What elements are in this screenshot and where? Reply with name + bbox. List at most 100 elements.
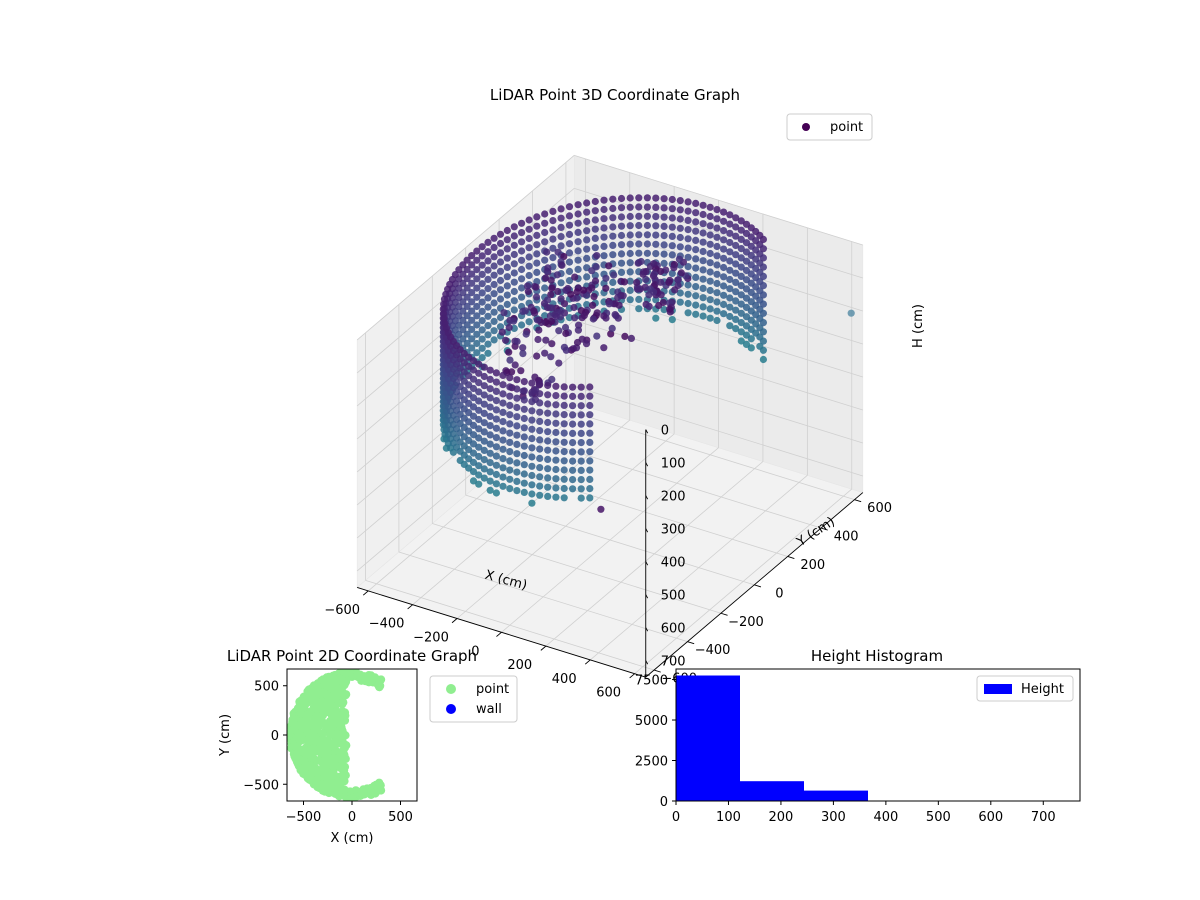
point-3d <box>699 312 707 320</box>
scatter-2d-plot: LiDAR Point 2D Coordinate Graph −500−500… <box>218 647 518 846</box>
point-3d <box>737 245 745 253</box>
point-3d <box>536 408 544 416</box>
histogram-bar <box>804 790 868 801</box>
point-3d <box>522 330 530 338</box>
point-3d <box>532 293 541 301</box>
point-3d <box>533 316 542 324</box>
point-3d <box>533 222 541 230</box>
point-3d <box>574 238 582 246</box>
point-3d <box>552 428 560 437</box>
point-3d <box>484 248 492 256</box>
point-3d <box>720 245 728 253</box>
point-3d <box>617 213 626 221</box>
point-3d <box>569 345 577 353</box>
point-3d <box>463 330 471 338</box>
point-3d <box>652 231 660 239</box>
point-3d <box>643 240 652 248</box>
point-3d <box>574 247 582 255</box>
point-3d <box>468 325 476 334</box>
point-3d <box>847 309 855 317</box>
point-3d <box>468 261 476 269</box>
point-3d <box>518 256 526 264</box>
point-3d <box>565 240 574 248</box>
point-3d <box>533 213 541 221</box>
point-3d <box>506 448 514 456</box>
point-3d <box>591 225 599 233</box>
point-3d <box>528 416 536 424</box>
point-2d <box>340 750 349 760</box>
point-3d <box>541 210 549 218</box>
point-3d <box>492 443 500 451</box>
point-3d <box>720 300 728 309</box>
point-3d <box>668 242 676 250</box>
y-tick-label-2d: −500 <box>243 778 279 793</box>
y-tick-3d <box>653 669 661 673</box>
point-2d <box>309 703 319 712</box>
point-3d <box>499 455 507 463</box>
point-3d <box>627 334 636 342</box>
point-3d <box>600 252 608 260</box>
point-3d <box>490 253 498 261</box>
point-3d <box>503 300 511 308</box>
point-3d <box>573 288 581 296</box>
point-3d <box>574 210 582 218</box>
point-3d <box>473 275 481 283</box>
point-3d <box>569 466 577 474</box>
point-3d <box>490 243 498 252</box>
point-3d <box>492 378 500 386</box>
histogram-bar <box>740 781 804 801</box>
point-3d <box>555 327 563 335</box>
point-3d <box>475 480 483 488</box>
point-3d <box>676 197 684 205</box>
point-3d <box>591 207 599 215</box>
scatter-3d-plot: LiDAR Point 3D Coordinate Graph −600 −400… <box>324 86 926 701</box>
point-3d <box>560 457 568 465</box>
point-2d <box>318 729 327 738</box>
point-3d <box>469 366 478 374</box>
point-3d <box>706 231 714 239</box>
point-3d <box>635 221 643 230</box>
point-3d <box>684 207 692 215</box>
point-3d <box>536 491 544 499</box>
points-2d <box>287 669 386 801</box>
point-3d <box>635 240 643 248</box>
point-3d <box>668 232 676 240</box>
x-tick-3d <box>407 604 413 610</box>
y-tick-3d <box>820 527 828 531</box>
point-3d <box>713 307 721 315</box>
point-3d <box>520 488 528 496</box>
point-3d <box>473 349 481 357</box>
point-3d <box>586 429 594 437</box>
point-3d <box>747 344 755 352</box>
grid-left-z <box>356 155 575 341</box>
point-3d <box>737 282 745 290</box>
point-3d <box>577 494 585 502</box>
point-3d <box>499 399 507 407</box>
point-3d <box>541 219 549 227</box>
point-3d <box>593 252 601 260</box>
point-3d <box>490 299 498 307</box>
point-3d <box>510 223 518 231</box>
point-3d <box>544 391 552 399</box>
point-2d <box>304 692 313 701</box>
y-tick-label-3d: 400 <box>834 530 859 545</box>
point-3d <box>617 222 626 230</box>
points-3d <box>439 194 855 513</box>
point-3d <box>473 339 481 348</box>
point-3d <box>553 271 561 279</box>
point-3d <box>617 250 626 258</box>
point-3d <box>480 456 488 464</box>
point-3d <box>506 429 514 437</box>
point-3d <box>543 248 551 256</box>
point-3d <box>486 385 494 393</box>
point-3d <box>486 468 494 476</box>
point-3d <box>577 476 585 484</box>
y-tick-label-3d: −400 <box>695 643 731 658</box>
point-3d <box>650 260 658 268</box>
point-3d <box>720 263 728 272</box>
point-3d <box>475 443 483 451</box>
point-3d <box>484 294 492 302</box>
point-3d <box>513 403 521 412</box>
point-3d <box>557 205 565 213</box>
point-3d <box>478 280 486 288</box>
